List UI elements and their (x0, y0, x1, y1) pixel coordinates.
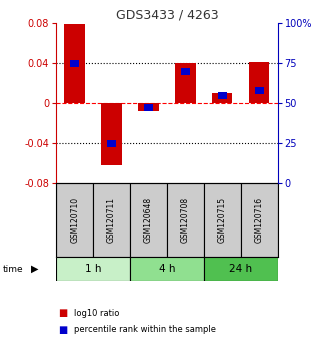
Bar (255, 87, 264, 94)
Bar (212, 93, 232, 103)
Text: ■: ■ (58, 325, 67, 335)
Text: GSM120648: GSM120648 (144, 197, 153, 243)
Text: GSM120716: GSM120716 (255, 197, 264, 243)
Text: percentile rank within the sample: percentile rank within the sample (74, 325, 216, 335)
Bar (204, 183, 241, 257)
Bar (93, 183, 130, 257)
Text: GSM120715: GSM120715 (218, 197, 227, 243)
Bar (56, 183, 93, 257)
Bar (249, 62, 269, 103)
Bar (241, 183, 278, 257)
Bar (130, 183, 167, 257)
Bar (181, 68, 190, 75)
Bar (138, 103, 159, 111)
Bar (130, 257, 204, 281)
Bar (65, 24, 85, 103)
Title: GDS3433 / 4263: GDS3433 / 4263 (116, 9, 218, 22)
Text: log10 ratio: log10 ratio (74, 309, 119, 318)
Bar (56, 257, 130, 281)
Text: GSM120710: GSM120710 (70, 197, 79, 243)
Bar (218, 92, 227, 99)
Text: 4 h: 4 h (159, 264, 175, 274)
Text: ▶: ▶ (30, 264, 38, 274)
Bar (144, 104, 153, 112)
Bar (107, 140, 116, 147)
Text: 1 h: 1 h (85, 264, 101, 274)
Text: GSM120708: GSM120708 (181, 197, 190, 243)
Text: time: time (3, 265, 24, 274)
Text: GSM120711: GSM120711 (107, 197, 116, 243)
Bar (167, 183, 204, 257)
Bar (70, 59, 79, 67)
Text: ■: ■ (58, 308, 67, 318)
Bar (175, 63, 195, 103)
Bar (204, 257, 278, 281)
Text: 24 h: 24 h (229, 264, 252, 274)
Bar (101, 103, 122, 165)
